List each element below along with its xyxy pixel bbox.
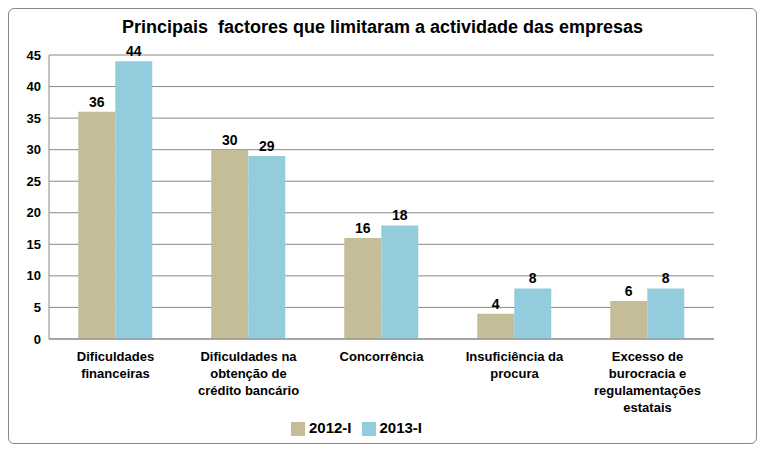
svg-text:30: 30: [222, 132, 238, 148]
svg-text:Excesso deburocracia eregulame: Excesso deburocracia eregulamentaçõesest…: [594, 349, 701, 415]
html-text:2012-I: 2012-I: [309, 419, 352, 436]
svg-text:Concorrência: Concorrência: [340, 349, 425, 364]
svg-text:36: 36: [89, 94, 105, 110]
svg-text:20: 20: [27, 205, 41, 220]
svg-text:Dificuldades naobtenção decréd: Dificuldades naobtenção decrédito bancár…: [198, 349, 299, 398]
svg-text:30: 30: [27, 142, 41, 157]
svg-text:40: 40: [27, 79, 41, 94]
svg-text:10: 10: [27, 268, 41, 283]
svg-text:16: 16: [355, 220, 371, 236]
svg-text:0: 0: [34, 332, 41, 347]
svg-text:4: 4: [492, 296, 500, 312]
svg-text:35: 35: [27, 111, 41, 126]
svg-text:Dificuldadesfinanceiras: Dificuldadesfinanceiras: [77, 349, 154, 381]
svg-text:18: 18: [392, 207, 408, 223]
svg-text:Insuficiência daprocura: Insuficiência daprocura: [466, 349, 564, 381]
svg-text:15: 15: [27, 237, 41, 252]
svg-text:44: 44: [126, 45, 142, 59]
svg-text:25: 25: [27, 174, 41, 189]
html-text:Principais factores que limita: Principais factores que limitaram a acti…: [121, 17, 644, 37]
svg-text:8: 8: [662, 270, 670, 286]
svg-text:6: 6: [625, 283, 633, 299]
svg-text:8: 8: [529, 270, 537, 286]
svg-text:5: 5: [34, 300, 41, 315]
html-text:2013-I: 2013-I: [379, 419, 422, 436]
svg-text:29: 29: [259, 138, 275, 154]
svg-text:45: 45: [27, 48, 41, 63]
